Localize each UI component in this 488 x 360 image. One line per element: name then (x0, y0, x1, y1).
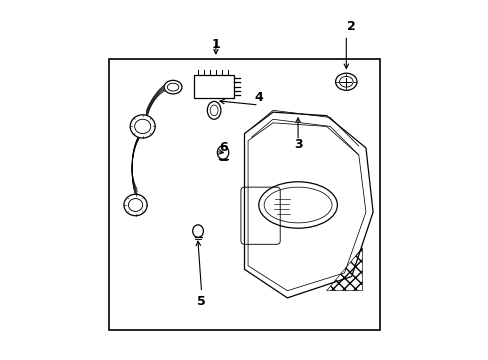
Ellipse shape (123, 194, 147, 216)
Text: 6: 6 (218, 141, 227, 154)
Text: 3: 3 (293, 138, 302, 151)
Text: 1: 1 (211, 38, 220, 51)
Text: 2: 2 (346, 20, 355, 33)
Bar (108, 59, 380, 330)
Ellipse shape (217, 146, 228, 159)
Text: 5: 5 (197, 295, 205, 308)
Ellipse shape (192, 225, 203, 237)
Text: 4: 4 (254, 91, 263, 104)
Ellipse shape (164, 80, 182, 94)
Bar (194, 75, 233, 98)
Ellipse shape (130, 115, 155, 138)
Ellipse shape (207, 102, 221, 119)
Ellipse shape (335, 73, 356, 90)
